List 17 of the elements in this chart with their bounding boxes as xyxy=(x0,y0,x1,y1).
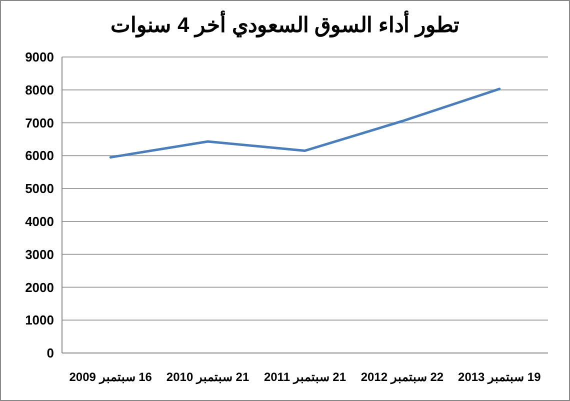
x-tick-label: 21 سبتمبر 2010 xyxy=(166,370,250,385)
y-tick-label: 1000 xyxy=(25,312,54,328)
y-tick-label: 5000 xyxy=(25,181,54,196)
x-tick-label: 21 سبتمبر 2011 xyxy=(264,370,346,385)
y-tick-label: 7000 xyxy=(25,115,54,130)
y-tick-label: 3000 xyxy=(25,246,54,262)
y-tick-label: 4000 xyxy=(25,214,54,229)
x-tick-label: 22 سبتمبر 2012 xyxy=(360,370,444,385)
y-tick-label: 2000 xyxy=(25,280,54,295)
x-tick-label: 16 سبتمبر 2009 xyxy=(69,370,152,385)
y-tick-label: 9000 xyxy=(25,50,54,65)
y-tick-label: 0 xyxy=(46,346,54,361)
chart-title: تطور أداء السوق السعودي أخر 4 سنوات xyxy=(110,10,460,38)
x-tick-label: 19 سبتمبر 2013 xyxy=(458,370,542,385)
y-tick-label: 6000 xyxy=(25,148,54,164)
line-series xyxy=(109,88,501,159)
y-tick-label: 8000 xyxy=(25,82,54,98)
